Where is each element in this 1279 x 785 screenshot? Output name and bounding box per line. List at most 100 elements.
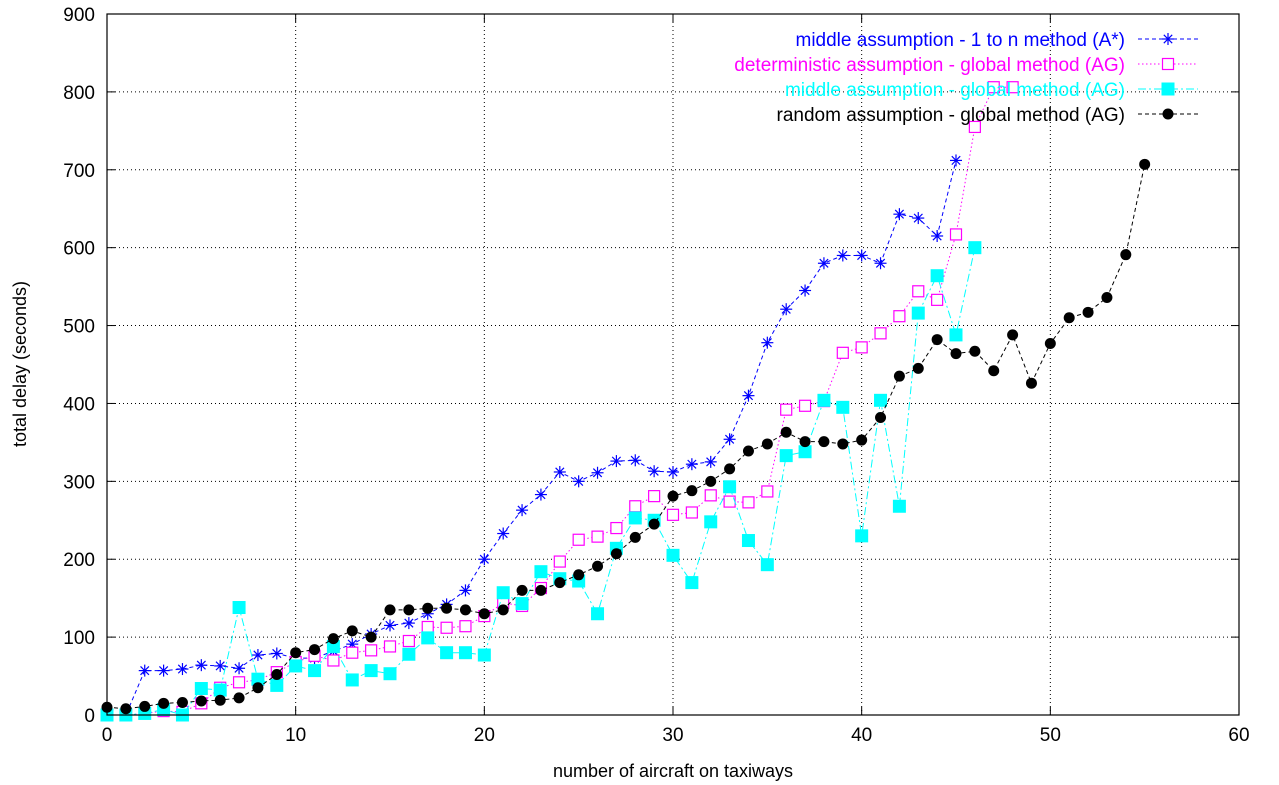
legend-label: middle assumption - global method (AG) [785,80,1125,101]
data-point-filled-circle [1162,108,1174,120]
plot-series [100,81,1151,722]
data-point-filled-square [270,678,284,692]
y-tick-label: 800 [63,83,95,104]
data-point-asterisk [836,249,849,262]
data-point-asterisk [742,389,755,402]
data-point-asterisk [497,527,510,540]
data-point-open-square [327,654,340,667]
data-point-filled-circle [893,370,905,382]
y-tick-label: 700 [63,161,95,182]
data-point-filled-square [213,683,227,697]
data-point-filled-square [534,565,548,579]
data-point-asterisk [817,257,830,270]
data-point-asterisk [138,664,151,677]
data-point-filled-square [458,646,472,660]
data-point-filled-circle [139,700,151,712]
data-point-asterisk [685,458,698,471]
data-point-open-square [968,120,981,134]
data-point-asterisk [176,663,189,676]
grid [107,14,1239,715]
series-line [107,247,976,716]
data-point-open-square [365,644,378,657]
data-point-asterisk [1162,33,1174,45]
data-point-filled-circle [1044,337,1056,349]
data-point-asterisk [459,584,472,597]
data-point-open-square [553,555,566,568]
data-point-open-square [440,621,453,634]
data-point-open-square [798,399,812,412]
data-point-filled-square [949,328,963,342]
data-point-asterisk [855,249,868,262]
data-point-filled-circle [988,365,1000,377]
data-point-open-square [855,341,868,354]
data-point-asterisk [478,553,491,566]
legend-entry-3: middle assumption - global method (AG) [785,80,1198,101]
data-point-asterisk [704,455,717,468]
y-tick-label: 0 [84,706,95,727]
data-point-filled-circle [535,584,547,596]
data-point-asterisk [572,475,585,488]
data-point-filled-circle [214,694,226,706]
data-point-filled-square [968,241,982,255]
data-point-filled-square [911,306,925,320]
data-point-asterisk [912,212,925,225]
series-3 [100,241,982,722]
data-point-asterisk [780,303,793,316]
data-point-filled-square [628,511,642,525]
y-tick-label: 200 [63,550,95,571]
data-point-open-square [893,310,906,323]
data-point-filled-square [892,499,906,513]
data-point-filled-circle [1063,312,1075,324]
data-point-filled-circle [648,518,660,530]
data-point-filled-square [704,515,718,529]
data-point-filled-circle [837,438,849,450]
data-point-filled-circle [158,697,170,709]
data-point-filled-square [383,667,397,681]
data-point-asterisk [950,154,962,167]
series-4 [101,158,1151,715]
data-point-filled-circle [327,633,339,645]
data-point-asterisk [251,649,264,662]
series-1 [101,154,962,721]
data-point-filled-square [289,659,303,673]
data-point-open-square [780,403,793,416]
x-tick-label: 30 [662,725,683,746]
data-point-filled-circle [554,577,566,589]
data-point-filled-circle [818,436,830,448]
x-tick-label: 40 [851,725,872,746]
data-point-filled-circle [931,334,943,346]
data-point-filled-square [345,673,359,687]
data-point-filled-square [496,586,510,600]
data-point-filled-square [515,597,529,611]
legend-label: middle assumption - 1 to n method (A*) [796,30,1126,51]
data-point-open-square [459,620,472,633]
data-point-filled-circle [365,631,377,643]
data-point-filled-circle [1007,329,1019,341]
data-point-filled-circle [950,348,962,360]
data-point-filled-circle [271,668,283,680]
data-point-open-square [987,81,1000,94]
data-point-asterisk [799,284,812,297]
data-point-filled-square [685,576,699,590]
data-point-filled-circle [1082,306,1094,318]
data-point-asterisk [931,229,944,242]
data-point-filled-square [930,269,944,283]
data-point-filled-circle [497,604,509,616]
data-point-filled-square [817,393,831,407]
legend-entry-2: deterministic assumption - global method… [734,55,1198,76]
data-point-asterisk [214,659,227,672]
data-point-open-square [836,346,849,359]
data-point-filled-circle [667,490,679,502]
data-point-filled-circle [1101,292,1113,304]
data-point-filled-square [855,529,869,543]
data-point-filled-square [798,445,812,459]
data-point-filled-circle [252,682,264,694]
series-line [107,160,957,716]
data-point-open-square [1006,81,1019,94]
data-point-asterisk [629,454,642,467]
data-point-filled-circle [1025,377,1037,389]
y-axis-title: total delay (seconds) [10,281,30,447]
data-point-asterisk [270,647,283,660]
